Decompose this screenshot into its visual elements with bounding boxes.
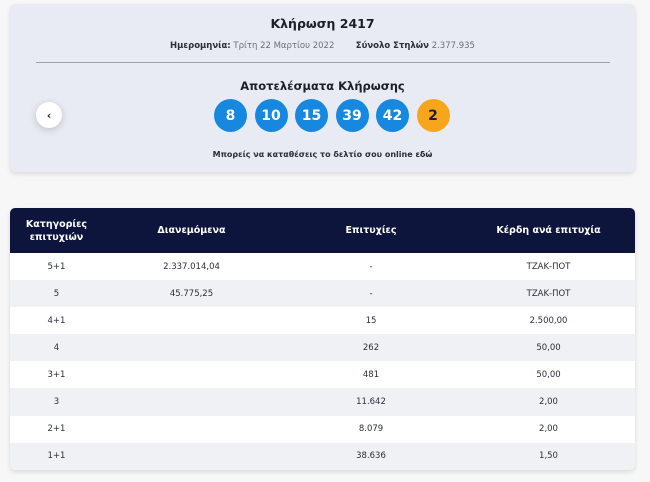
number-ball: 15 xyxy=(295,99,328,132)
cell-distributed xyxy=(103,334,280,361)
table-row: 4 262 50,00 xyxy=(10,334,635,362)
columns-label: Σύνολο Στηλών xyxy=(355,41,429,51)
draw-title: Κλήρωση 2417 xyxy=(270,16,375,31)
date-value: Τρίτη 22 Μαρτίου 2022 xyxy=(233,41,335,51)
table-row: 1+1 38.636 1,50 xyxy=(10,442,635,470)
table-row: 3 11.642 2,00 xyxy=(10,388,635,416)
table-row: 5+1 2.337.014,04 - ΤΖΑΚ-ΠΟΤ xyxy=(10,253,635,281)
winning-numbers: 8 10 15 39 42 2 xyxy=(214,99,450,132)
number-ball: 10 xyxy=(254,99,288,132)
table-row: 2+1 8.079 2,00 xyxy=(10,415,635,443)
cell-category: 3+1 xyxy=(47,369,66,380)
divider xyxy=(36,62,610,63)
header-distributed: Διανεμόμενα xyxy=(157,225,226,236)
cell-distributed xyxy=(103,416,280,443)
prize-table: Κατηγορίες επιτυχιών Διανεμόμενα Επιτυχί… xyxy=(10,208,635,470)
joker-ball: 2 xyxy=(416,99,450,132)
number-ball: 42 xyxy=(376,99,409,132)
columns-value: 2.377.935 xyxy=(431,41,475,51)
cell-category: 5 xyxy=(53,288,60,299)
header-winners: Επιτυχίες xyxy=(345,225,397,236)
date-label: Ημερομηνία: xyxy=(170,41,231,51)
table-row: 5 45.775,25 - ΤΖΑΚ-ΠΟΤ xyxy=(10,280,635,308)
cell-distributed xyxy=(103,388,280,415)
cell-prize: 50,00 xyxy=(536,369,561,380)
cell-distributed xyxy=(103,361,280,388)
header-categories: Κατηγορίες επιτυχιών xyxy=(25,218,88,243)
cell-prize: 1,50 xyxy=(539,451,558,462)
cell-winners: 481 xyxy=(362,369,380,380)
cell-distributed xyxy=(103,307,280,334)
cell-winners: 38.636 xyxy=(356,451,386,462)
cell-distributed: 45.775,25 xyxy=(169,288,214,299)
cell-winners: - xyxy=(369,288,373,299)
table-header-row: Κατηγορίες επιτυχιών Διανεμόμενα Επιτυχί… xyxy=(10,208,635,253)
previous-draw-button[interactable]: ‹ xyxy=(36,102,62,128)
cell-winners: 8.079 xyxy=(358,424,384,435)
cell-prize: 2,00 xyxy=(539,397,558,408)
table-row: 4+1 15 2.500,00 xyxy=(10,307,635,335)
results-title: Αποτελέσματα Κλήρωσης xyxy=(240,79,405,93)
cell-distributed: 2.337.014,04 xyxy=(163,261,220,272)
cell-winners: 15 xyxy=(365,315,377,326)
cell-prize: ΤΖΑΚ-ΠΟΤ xyxy=(526,261,571,272)
table-row: 3+1 481 50,00 xyxy=(10,361,635,389)
cell-category: 1+1 xyxy=(47,451,66,462)
cell-category: 4 xyxy=(53,342,60,353)
cell-prize: ΤΖΑΚ-ΠΟΤ xyxy=(526,288,571,299)
cell-prize: 2,00 xyxy=(539,424,558,435)
online-link[interactable]: εδώ xyxy=(415,150,433,159)
cell-winners: 11.642 xyxy=(356,397,386,408)
cell-winners: - xyxy=(369,261,373,272)
chevron-left-icon: ‹ xyxy=(46,108,52,122)
number-ball: 8 xyxy=(214,99,247,132)
cell-prize: 2.500,00 xyxy=(529,315,568,326)
draw-meta: Ημερομηνία: Τρίτη 22 Μαρτίου 2022 Σύνολο… xyxy=(10,41,635,51)
cell-category: 2+1 xyxy=(47,424,66,435)
draw-card: Κλήρωση 2417 Ημερομηνία: Τρίτη 22 Μαρτίο… xyxy=(10,4,635,172)
online-note: Μπορείς να καταθέσεις το δελτίο σου onli… xyxy=(10,150,635,159)
cell-category: 3 xyxy=(53,397,60,408)
header-prize-per-winner: Κέρδη ανά επιτυχία xyxy=(496,225,601,236)
cell-category: 5+1 xyxy=(47,261,66,272)
cell-winners: 262 xyxy=(362,342,380,353)
cell-category: 4+1 xyxy=(47,315,66,326)
cell-distributed xyxy=(103,443,280,470)
cell-prize: 50,00 xyxy=(536,342,561,353)
online-note-text: Μπορείς να καταθέσεις το δελτίο σου onli… xyxy=(212,150,416,159)
number-ball: 39 xyxy=(335,99,369,132)
